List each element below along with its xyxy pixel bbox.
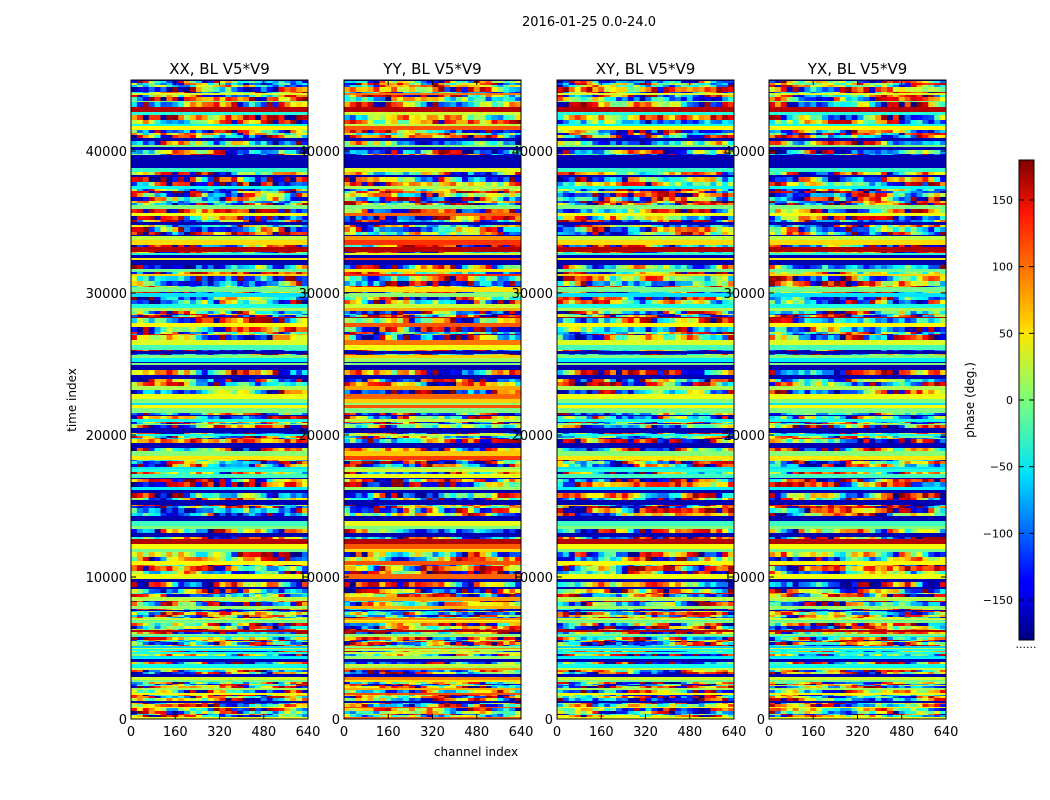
- colorbar-tick-label: −50: [990, 461, 1013, 474]
- y-tick-label: 20000: [512, 429, 553, 444]
- panel-title: YY, BL V5*V9: [382, 60, 481, 78]
- heatmap-cells: [557, 80, 735, 719]
- y-tick-label: 20000: [724, 429, 765, 444]
- panel-title: YX, BL V5*V9: [807, 60, 908, 78]
- colorbar-tick-label: −100: [983, 527, 1013, 540]
- x-tick-label: 640: [296, 725, 321, 740]
- panels: XX, BL V5*V9 0 160 320 480 640 0 10000 20000 3000…: [86, 60, 959, 740]
- figure-suptitle: 2016-01-25 0.0-24.0: [522, 15, 656, 30]
- colorbar-tick-label: −150: [983, 594, 1013, 607]
- x-tick-label: 320: [207, 725, 232, 740]
- x-tick-label: 480: [677, 725, 702, 740]
- colorbar-tick-label: 100: [992, 261, 1013, 274]
- x-tick-label: 0: [340, 725, 348, 740]
- colorbar-gradient: [1019, 160, 1034, 640]
- y-tick-label: 20000: [299, 429, 340, 444]
- y-tick-label: 0: [757, 713, 765, 728]
- y-tick-label: 20000: [86, 429, 127, 444]
- y-tick-label: 30000: [299, 287, 340, 302]
- x-tick-label: 640: [722, 725, 747, 740]
- y-tick-label: 30000: [724, 287, 765, 302]
- y-tick-label: 0: [119, 713, 127, 728]
- heatmap-cells: [769, 80, 947, 719]
- panel-1: YY, BL V5*V9 0 160 320 480 640 0 10000 20000 3000…: [299, 60, 534, 740]
- x-axis-label: channel index: [434, 745, 518, 759]
- y-tick-label: 10000: [512, 571, 553, 586]
- panel-2: XY, BL V5*V9 0 160 320 480 640 0 10000 20000 3000…: [512, 60, 747, 740]
- heatmap-cells: [131, 80, 309, 719]
- x-tick-label: 640: [509, 725, 534, 740]
- y-tick-label: 0: [545, 713, 553, 728]
- panel-title: XX, BL V5*V9: [169, 60, 270, 78]
- colorbar-tick-label: 150: [992, 194, 1013, 207]
- y-tick-label: 10000: [299, 571, 340, 586]
- heatmap-cells: [344, 80, 522, 719]
- y-axis-label: time index: [65, 368, 79, 432]
- x-tick-label: 0: [553, 725, 561, 740]
- x-tick-label: 480: [464, 725, 489, 740]
- y-tick-label: 40000: [724, 145, 765, 160]
- x-tick-label: 480: [251, 725, 276, 740]
- colorbar-tick-label: 50: [999, 327, 1013, 340]
- x-tick-label: 160: [163, 725, 188, 740]
- colorbar: 150 100 50 0 −50 −100 −150 phase (deg.) ......: [963, 159, 1037, 651]
- panel-3: YX, BL V5*V9 0 160 320 480 640 0 10000 20000 3000…: [724, 60, 959, 740]
- x-tick-label: 320: [420, 725, 445, 740]
- x-tick-label: 160: [801, 725, 826, 740]
- x-tick-label: 160: [589, 725, 614, 740]
- panel-title: XY, BL V5*V9: [596, 60, 696, 78]
- x-tick-label: 480: [889, 725, 914, 740]
- colorbar-label: phase (deg.): [963, 362, 977, 438]
- panel-0: XX, BL V5*V9 0 160 320 480 640 0 10000 20000 3000…: [86, 60, 321, 740]
- y-tick-label: 40000: [299, 145, 340, 160]
- y-tick-label: 40000: [86, 145, 127, 160]
- x-tick-label: 640: [934, 725, 959, 740]
- x-tick-label: 320: [845, 725, 870, 740]
- y-tick-label: 30000: [512, 287, 553, 302]
- y-tick-label: 30000: [86, 287, 127, 302]
- x-tick-label: 160: [376, 725, 401, 740]
- x-tick-label: 320: [633, 725, 658, 740]
- x-tick-label: 0: [765, 725, 773, 740]
- y-tick-label: 10000: [86, 571, 127, 586]
- y-tick-label: 40000: [512, 145, 553, 160]
- colorbar-ticks: 150 100 50 0 −50 −100 −150: [983, 194, 1034, 607]
- y-tick-label: 0: [332, 713, 340, 728]
- y-tick-label: 10000: [724, 571, 765, 586]
- colorbar-tick-label: 0: [1006, 394, 1013, 407]
- x-tick-label: 0: [127, 725, 135, 740]
- colorbar-footer: ......: [1016, 638, 1037, 651]
